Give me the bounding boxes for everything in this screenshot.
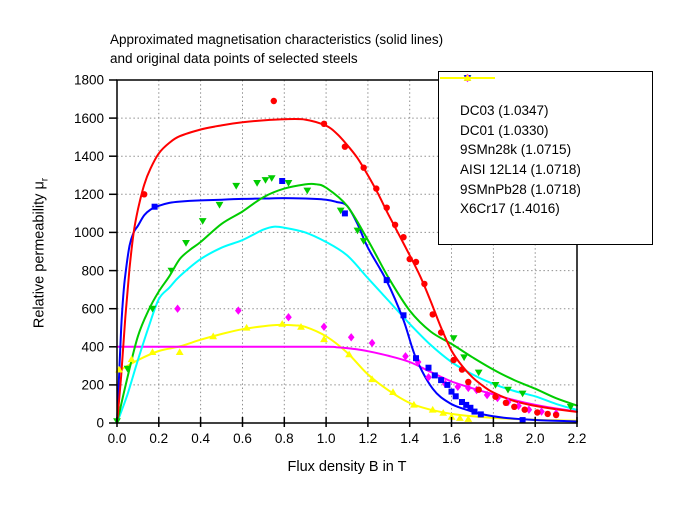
curve-X6Cr17 [116, 323, 578, 422]
y-axis-title-subscript: r [39, 177, 51, 182]
legend-label-9smn28k: 9SMn28k (1.0715) [460, 142, 572, 158]
curve-DC01 [116, 182, 578, 424]
curve-DC03 [116, 118, 578, 424]
y-tick-label: 1200 [74, 187, 104, 202]
legend-item-dc03: DC03 (1.0347) [439, 74, 652, 121]
y-tick-label: 1800 [74, 73, 104, 88]
legend-item-9smn28k: 9SMn28k (1.0715) [439, 75, 652, 160]
chart-title-line2: and original data points of selected ste… [110, 51, 358, 66]
points-DC03 [141, 97, 560, 419]
tick-labels: 0.0 0.2 0.4 0.6 0.8 1.0 1.2 1.4 1.6 1.8 2.0 2.2 0 200… [74, 73, 586, 446]
y-tick-label: 0 [96, 416, 104, 431]
y-tick-label: 600 [81, 301, 104, 316]
x-tick-label: 1.8 [484, 431, 503, 446]
x-tick-label: 0.6 [233, 431, 252, 446]
x-tick-label: 2.0 [526, 431, 545, 446]
chart-title-line1: Approximated magnetisation characteristi… [110, 32, 444, 47]
chart-title: Approximated magnetisation characteristi… [110, 30, 443, 68]
axis-ticks [109, 79, 578, 427]
curve-9SMn28k [116, 197, 578, 424]
legend-label-aisi-12l14: AISI 12L14 (1.0718) [460, 162, 581, 178]
x-tick-label: 0.2 [149, 431, 168, 446]
points-9SMn28k [151, 178, 526, 424]
x-tick-label: 1.4 [400, 431, 419, 446]
legend-item-aisi-12l14: AISI 12L14 (1.0718) [439, 77, 652, 180]
legend-item-dc01: DC01 (1.0330) [439, 75, 652, 141]
points-9SMnPb28 [174, 304, 560, 418]
x-tick-label: 0.8 [275, 431, 294, 446]
x-tick-label: 1.2 [359, 431, 378, 446]
y-axis-title: Relative permeability μr [32, 178, 51, 328]
curve-AISI 12L14 [116, 225, 578, 424]
x-tick-label: 2.2 [568, 431, 587, 446]
y-tick-label: 800 [81, 263, 104, 278]
legend-item-x6cr17: X6Cr17 (1.4016) [439, 74, 652, 219]
legend-sample-x6cr17 [440, 74, 495, 81]
x-tick-label: 0.0 [108, 431, 127, 446]
x-tick-label: 0.4 [191, 431, 210, 446]
x-tick-label: 1.6 [442, 431, 461, 446]
plot-border [116, 79, 578, 424]
x-axis-title: Flux density B in T [287, 459, 407, 475]
x-tick-label: 1.0 [317, 431, 336, 446]
y-tick-label: 1400 [74, 149, 104, 164]
legend-label-x6cr17: X6Cr17 (1.4016) [460, 201, 560, 217]
legend-label-dc01: DC01 (1.0330) [460, 122, 549, 138]
gridlines [117, 80, 577, 423]
legend-label-9smnpb28: 9SMnPb28 (1.0718) [460, 181, 581, 197]
legend-label-dc03: DC03 (1.0347) [460, 103, 549, 119]
y-tick-label: 200 [81, 378, 104, 393]
y-tick-label: 1000 [74, 225, 104, 240]
points-X6Cr17 [115, 320, 473, 422]
points-DC01 [113, 175, 575, 425]
legend-item-9smnpb28: 9SMnPb28 (1.0718) [439, 73, 652, 199]
y-axis-title-text: Relative permeability μ [31, 181, 48, 329]
y-tick-label: 400 [81, 340, 104, 355]
legend: DC03 (1.0347) DC01 (1.0330) 9SMn28k (1.0… [438, 71, 653, 245]
y-tick-label: 1600 [74, 111, 104, 126]
